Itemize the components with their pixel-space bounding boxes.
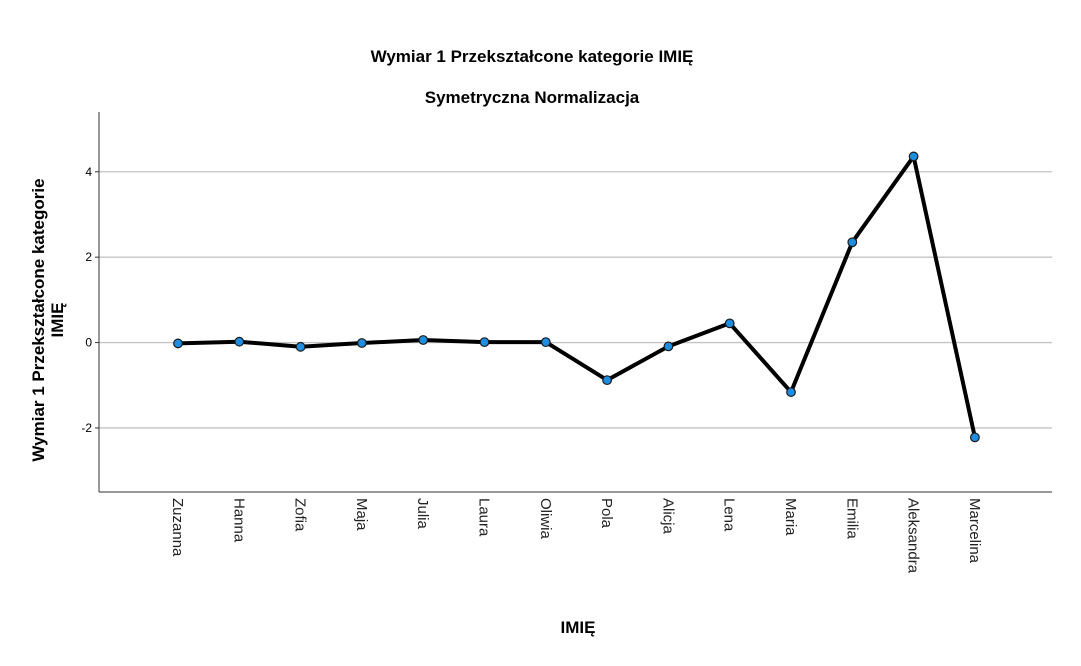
x-tick-label: Hanna [230,498,247,543]
x-tick-label: Alicja [659,498,676,535]
x-tick-label: Julia [414,498,431,530]
y-tick-label: 4 [85,165,92,179]
x-tick-label: Marcelina [966,498,983,564]
data-point [173,338,183,349]
x-tick-label: Zofia [292,498,309,532]
x-tick-label: Zuzanna [169,498,186,557]
chart-subtitle: Symetryczna Normalizacja [425,88,640,107]
data-point [908,151,919,162]
series-line-group [176,154,977,440]
axes [95,112,1052,493]
x-tick-label: Maria [782,498,799,536]
x-tick-labels: Zuzanna Hanna Zofia Maja Julia Laura Oliwia Pol… [169,498,983,574]
data-points [173,151,980,443]
y-tick-labels: -2 0 2 4 [81,165,92,435]
y-axis-title-line-2: IMIĘ [48,303,67,338]
data-point [540,337,551,348]
x-axis-title: IMIĘ [561,618,596,637]
x-tick-label: Aleksandra [905,498,922,574]
y-tick-label: -2 [81,421,92,435]
series-line [176,154,977,440]
data-point [418,335,429,345]
data-point [970,432,980,443]
y-tick-label: 2 [85,250,92,264]
data-point [479,337,490,348]
x-tick-label: Lena [721,498,738,532]
data-point [663,341,674,352]
data-point [295,341,306,352]
data-point [602,375,612,386]
data-point [724,318,735,329]
x-tick-label: Pola [598,498,615,529]
data-point [847,237,858,248]
grid-lines [99,171,1052,429]
x-tick-label: Maja [353,498,370,531]
y-axis-title-line-1: Wymiar 1 Przekształcone kategorie [29,178,48,461]
x-tick-label: Laura [476,498,493,537]
data-point [786,387,796,397]
x-tick-label: Emilia [843,498,860,539]
y-tick-label: 0 [85,336,92,350]
y-axis-title: Wymiar 1 Przekształcone kategorie IMIĘ [29,178,67,461]
x-tick-label: Oliwia [537,498,554,539]
chart-title: Wymiar 1 Przekształcone kategorie IMIĘ [371,47,694,66]
data-point [234,336,245,347]
data-point [357,338,367,348]
